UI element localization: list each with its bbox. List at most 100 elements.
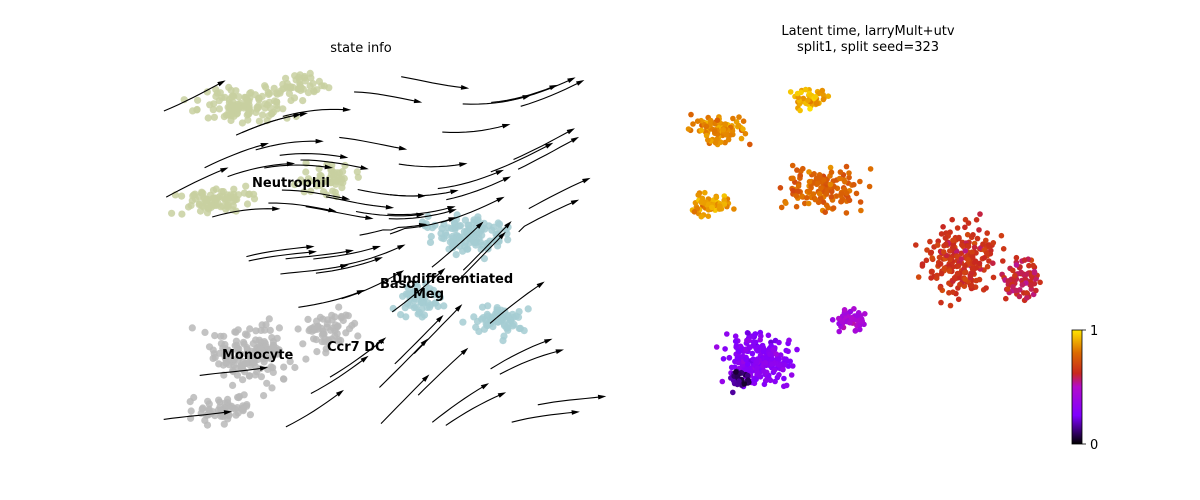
cell-point [258, 92, 266, 100]
latent-point [1005, 278, 1011, 284]
latent-point [857, 178, 863, 185]
cell-point [345, 325, 354, 333]
latent-point [823, 191, 830, 197]
streamline [490, 144, 550, 173]
latent-point [800, 165, 806, 172]
latent-point [830, 205, 837, 211]
latent-point [794, 167, 800, 173]
latent-point [786, 337, 792, 344]
latent-point [919, 263, 926, 269]
cell-point [201, 416, 209, 424]
latent-point [1010, 267, 1016, 274]
streamline [310, 358, 365, 394]
latent-point [822, 209, 828, 215]
streamline [315, 258, 379, 274]
cell-point [201, 328, 209, 336]
latent-point [927, 238, 933, 245]
cell-point [331, 176, 339, 184]
cell-point [244, 116, 252, 124]
cell-point [270, 84, 278, 92]
cell-point [246, 108, 254, 116]
cell-point [418, 299, 426, 307]
stream-arrowhead [460, 85, 470, 90]
streamline [325, 196, 390, 208]
stream-arrowhead [420, 338, 429, 347]
cell-point [239, 376, 247, 384]
cell-point [214, 199, 222, 208]
latent-point [815, 180, 821, 186]
latent-point [761, 368, 767, 375]
latent-point [711, 128, 718, 135]
stream-arrowhead [570, 199, 580, 206]
latent-point [852, 327, 859, 334]
latent-point [790, 363, 796, 369]
cell-point [196, 207, 205, 215]
cell-point [493, 309, 501, 317]
latent-point [800, 95, 807, 102]
latent-point [962, 248, 969, 254]
streamline [394, 318, 441, 365]
latent-point [836, 315, 842, 322]
cell-point [194, 96, 202, 104]
cell-point [242, 359, 250, 367]
latent-point [818, 185, 824, 191]
latent-point [1030, 262, 1036, 269]
stream-arrowhead [502, 176, 512, 182]
cell-point [235, 105, 243, 113]
streamline [387, 206, 451, 216]
latent-point [827, 181, 834, 188]
cell-point [437, 229, 445, 237]
latent-point [788, 372, 795, 378]
stream-arrowhead [308, 249, 317, 255]
cell-point [458, 236, 466, 244]
latent-time-panel: Latent time, larryMult+utv split1, split… [685, 24, 1043, 396]
cell-point [259, 111, 267, 119]
stream-arrowhead [460, 347, 469, 356]
cell-point [224, 346, 232, 354]
latent-point [790, 187, 796, 194]
streamline [462, 96, 527, 105]
stream-arrowhead [597, 394, 607, 400]
cell-point [401, 304, 409, 312]
latent-point [783, 356, 789, 363]
cell-point [220, 332, 228, 340]
streamline [355, 210, 420, 217]
latent-point [745, 330, 751, 337]
latent-point [851, 181, 857, 188]
latent-point [712, 140, 719, 146]
cell-point [323, 320, 331, 328]
latent-point [990, 274, 997, 281]
latent-point [695, 192, 701, 198]
streamline [313, 246, 377, 260]
latent-point [795, 188, 801, 195]
cell-point [246, 94, 254, 102]
cell-point [310, 335, 318, 343]
latent-point [763, 355, 770, 362]
streamline [491, 86, 554, 103]
latent-point [736, 378, 742, 385]
latent-point [741, 381, 748, 387]
streamline [379, 341, 425, 388]
latent-point [940, 249, 947, 255]
latent-point [1010, 284, 1016, 290]
cell-point [224, 103, 232, 111]
latent-point [965, 220, 972, 226]
cell-point [275, 324, 283, 332]
colorbar: 1 0 [1071, 324, 1098, 453]
latent-point [934, 242, 941, 248]
cell-point [291, 181, 299, 189]
latent-point [817, 195, 824, 201]
stream-arrowhead [397, 244, 406, 250]
cell-point [309, 80, 317, 88]
latent-point [694, 118, 701, 124]
streamline [212, 208, 276, 218]
latent-point [1013, 287, 1020, 294]
latent-point [846, 170, 852, 176]
latent-point [740, 118, 747, 124]
latent-point [1013, 254, 1020, 261]
latent-point [973, 217, 980, 223]
cell-point [414, 310, 422, 318]
latent-point [969, 249, 975, 255]
cell-point [504, 236, 512, 244]
cell-point [427, 232, 435, 241]
